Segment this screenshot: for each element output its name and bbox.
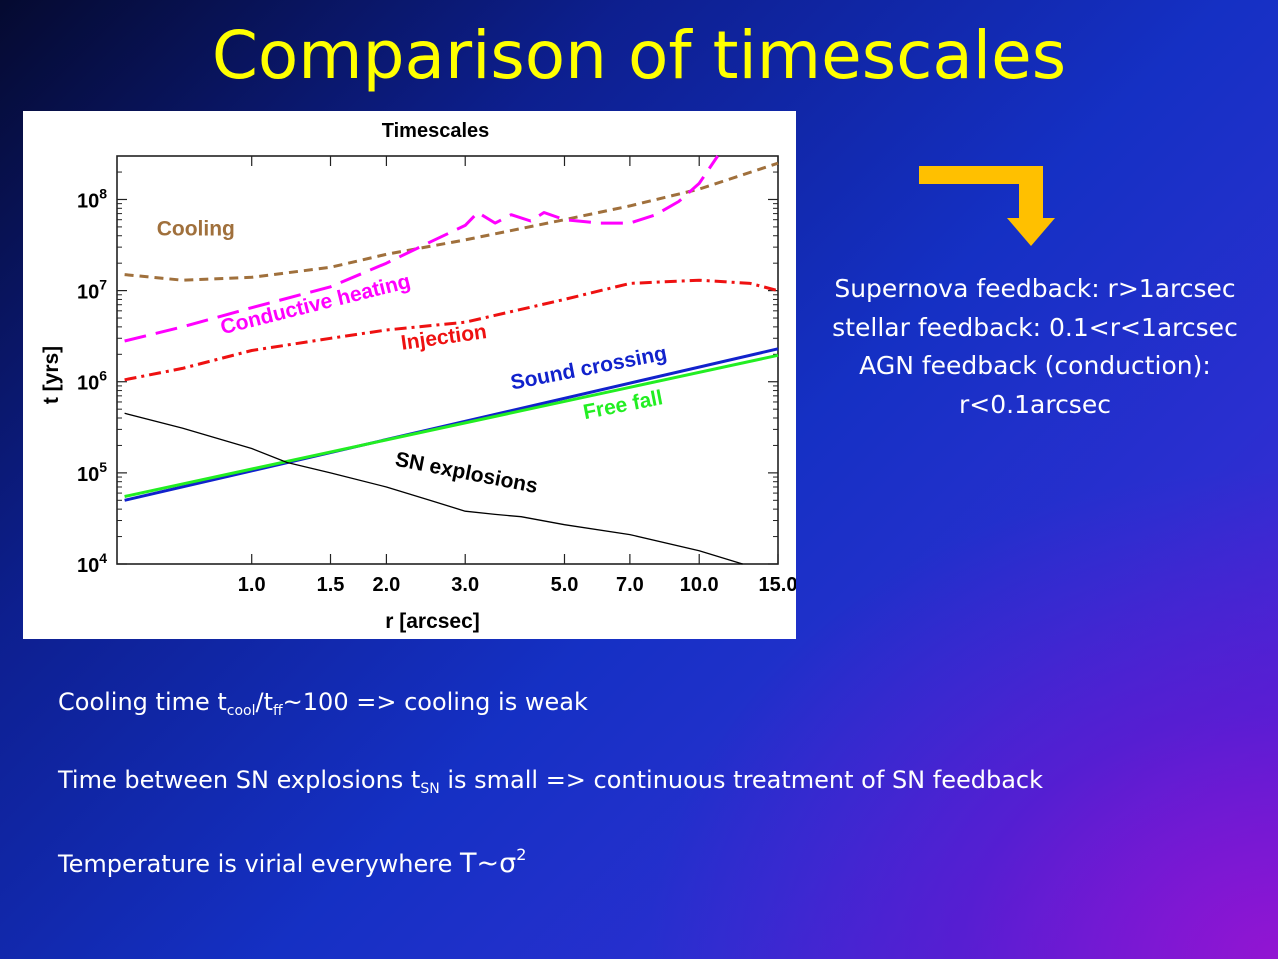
x-tick-label: 2.0 [373,574,401,596]
feedback-line: AGN feedback (conduction): [859,351,1211,380]
y-tick-label: 107 [77,277,107,304]
feedback-line: r<0.1arcsec [959,389,1111,419]
note-subscript: cool [226,703,256,719]
y-tick-label: 106 [77,368,107,395]
series-line-conductive-heating [124,155,719,343]
y-tick-label: 104 [77,550,107,577]
y-tick-label: 108 [77,185,107,212]
series-label-cooling: Cooling [157,218,235,241]
x-tick-label: 1.0 [238,574,266,596]
series-label-sn-explosions: SN explosions [393,448,539,498]
x-tick-label: 3.0 [451,574,479,596]
series-label-sound-crossing: Sound crossing [509,342,669,395]
note-text: Time between SN explosions t [58,766,421,794]
y-axis-label: t [yrs] [40,346,63,404]
note-cooling-time: Cooling time tcool/tff~100 => cooling is… [58,688,588,719]
x-axis-label: r [arcsec] [385,610,480,633]
series-line-free-fall [124,353,779,498]
series-label-injection: Injection [399,320,488,355]
x-tick-label: 5.0 [551,574,579,596]
note-subscript: SN [420,781,440,797]
slide-title: Comparison of timescales [211,17,1067,94]
feedback-line: Supernova feedback: r>1arcsec [834,274,1236,303]
feedback-text: Supernova feedback: r>1arcsec stellar fe… [815,270,1255,424]
x-tick-label: 7.0 [616,574,644,596]
note-text: 100 => cooling is weak [302,688,588,716]
note-tilde: ~ [282,688,303,716]
note-text: is small => continuous treatment of SN f… [439,766,1044,794]
note-subscript: ff [273,703,283,719]
corner-down-arrow-icon [919,166,1055,246]
note-text: Cooling time t [58,688,227,716]
note-superscript: 2 [516,845,527,864]
chart-svg: Timescales 1.0 1.5 2.0 3.0 5.0 7.0 10.0 15.0 104 1… [40,120,796,633]
note-temperature: Temperature is virial everywhere T~σ2 [58,845,526,879]
series-line-sn-explosions [124,412,743,565]
timescales-chart: Timescales 1.0 1.5 2.0 3.0 5.0 7.0 10.0 15.0 104 1… [23,111,796,639]
x-tick-label: 15.0 [759,574,796,596]
series-label-conductive-heating: Conductive heating [218,270,413,339]
plot-frame [116,155,779,565]
x-tick-label: 1.5 [317,574,345,596]
series-line-injection [124,278,779,382]
note-symbol: T~σ [460,848,517,879]
note-text: Temperature is virial everywhere [58,850,461,878]
x-tick-label: 10.0 [680,574,719,596]
note-text: /t [255,688,274,716]
chart-title: Timescales [382,120,490,142]
note-sn-time: Time between SN explosions tSN is small … [58,766,1043,797]
series-line-cooling [124,161,779,282]
feedback-line: stellar feedback: 0.1<r<1arcsec [832,312,1238,342]
y-tick-label: 105 [77,459,107,486]
